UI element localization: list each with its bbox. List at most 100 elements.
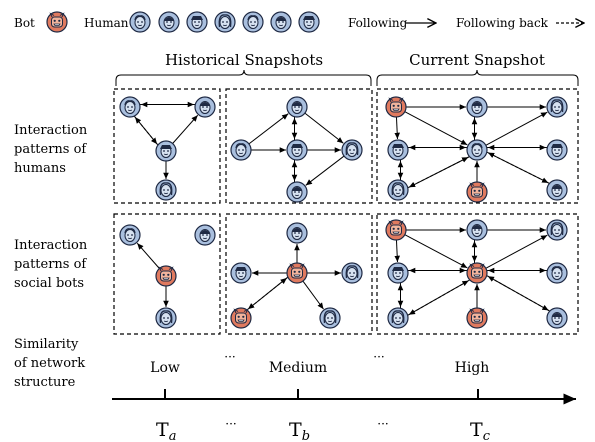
row-label-bots: Interaction patterns of social bots — [14, 238, 88, 291]
following-edge — [136, 242, 160, 269]
historical-header: Historical Snapshots — [115, 51, 372, 86]
edges-humans-c — [394, 104, 550, 189]
current-header-label: Current Snapshot — [409, 51, 545, 69]
human-face-icon — [286, 222, 308, 244]
nodes-humans-a — [119, 96, 216, 201]
nodes-bots-b — [230, 222, 363, 329]
human-face-icon — [158, 11, 180, 33]
network-edges — [134, 101, 550, 316]
timeline-label-c: Tc — [470, 419, 491, 442]
human-face-icon — [286, 181, 308, 203]
following-edge — [305, 155, 345, 186]
human-face-icon — [119, 224, 141, 246]
legend-human-icons — [129, 11, 320, 33]
human-face-icon — [286, 139, 308, 161]
historical-brace — [115, 69, 372, 86]
row-label-similarity-line3: structure — [14, 375, 76, 390]
timeline-label-b-base: T — [289, 419, 302, 441]
edges-bots-b — [246, 244, 341, 311]
row-label-bots-line2: patterns of — [14, 257, 87, 272]
row-label-humans-line1: Interaction — [14, 123, 88, 138]
following-edge — [248, 113, 289, 145]
bot-face-icon — [466, 262, 488, 284]
bot-face-icon — [155, 265, 177, 287]
similarity-low: Low — [150, 360, 180, 376]
human-face-icon — [155, 179, 177, 201]
network-nodes — [119, 96, 568, 329]
timeline-label-a: Ta — [156, 419, 176, 442]
similarity-medium: Medium — [269, 360, 327, 376]
row-label-similarity-line2: of network — [14, 356, 85, 371]
legend-following-label: Following — [348, 16, 408, 30]
following-back-edge — [407, 156, 469, 189]
snapshot-boxes — [113, 88, 579, 335]
timeline-label-b: Tb — [289, 419, 310, 442]
nodes-humans-b — [230, 96, 363, 203]
historical-header-label: Historical Snapshots — [165, 51, 323, 69]
human-face-icon — [466, 139, 488, 161]
timeline: Ta ··· Tb ··· Tc — [112, 389, 576, 442]
nodes-humans-c — [385, 96, 568, 203]
similarity-high: High — [455, 360, 490, 376]
following-edge — [246, 277, 288, 311]
human-face-icon — [546, 219, 568, 241]
edges-bots-c — [394, 227, 550, 316]
human-face-icon — [546, 139, 568, 161]
following-back-edge — [487, 275, 550, 312]
timeline-ellipsis-2: ··· — [377, 417, 388, 431]
following-back-edge — [407, 280, 469, 316]
human-face-icon — [341, 262, 363, 284]
row-label-similarity: Similarity of network structure — [14, 337, 85, 390]
bot-face-icon — [466, 307, 488, 329]
timeline-label-b-sub: b — [302, 429, 310, 442]
box-humans-b — [225, 88, 373, 204]
legend-human-label: Human — [84, 16, 129, 30]
timeline-label-a-base: T — [156, 419, 169, 441]
edges-humans-a — [134, 101, 199, 179]
human-face-icon — [129, 11, 151, 33]
human-face-icon — [270, 11, 292, 33]
timeline-ellipsis-1: ··· — [225, 417, 236, 431]
human-face-icon — [387, 139, 409, 161]
human-face-icon — [286, 96, 308, 118]
following-edge — [404, 111, 468, 146]
human-face-icon — [387, 262, 409, 284]
following-edge — [485, 234, 548, 269]
human-face-icon — [546, 262, 568, 284]
human-face-icon — [242, 11, 264, 33]
following-edge — [302, 280, 324, 310]
row-label-humans-line3: humans — [14, 161, 66, 176]
human-face-icon — [230, 262, 252, 284]
box-bots-a — [113, 213, 221, 335]
similarity-levels: Low ··· Medium ··· High — [150, 350, 489, 376]
human-face-icon — [194, 96, 216, 118]
following-edge — [172, 114, 199, 144]
bot-face-icon — [385, 96, 407, 118]
human-face-icon — [546, 179, 568, 201]
following-edge — [485, 111, 548, 146]
box-bots-b — [225, 213, 373, 335]
legend: Bot Human Following Following back — [14, 11, 584, 33]
human-face-icon — [119, 96, 141, 118]
following-edge — [404, 234, 468, 269]
human-face-icon — [341, 139, 363, 161]
row-label-humans: Interaction patterns of humans — [14, 123, 88, 176]
human-face-icon — [546, 96, 568, 118]
following-back-edge — [487, 152, 550, 184]
human-face-icon — [298, 11, 320, 33]
human-face-icon — [387, 179, 409, 201]
box-bots-c — [376, 213, 579, 335]
human-face-icon — [466, 219, 488, 241]
legend-bot-label: Bot — [14, 16, 35, 30]
following-back-edge — [134, 116, 158, 145]
row-label-humans-line2: patterns of — [14, 142, 87, 157]
similarity-ellipsis-1: ··· — [224, 350, 235, 364]
nodes-bots-a — [119, 224, 216, 329]
timeline-label-a-sub: a — [169, 429, 177, 442]
human-face-icon — [319, 307, 341, 329]
edges-humans-b — [248, 112, 345, 186]
human-face-icon — [214, 11, 236, 33]
bot-face-icon — [286, 262, 308, 284]
human-face-icon — [546, 307, 568, 329]
human-face-icon — [186, 11, 208, 33]
